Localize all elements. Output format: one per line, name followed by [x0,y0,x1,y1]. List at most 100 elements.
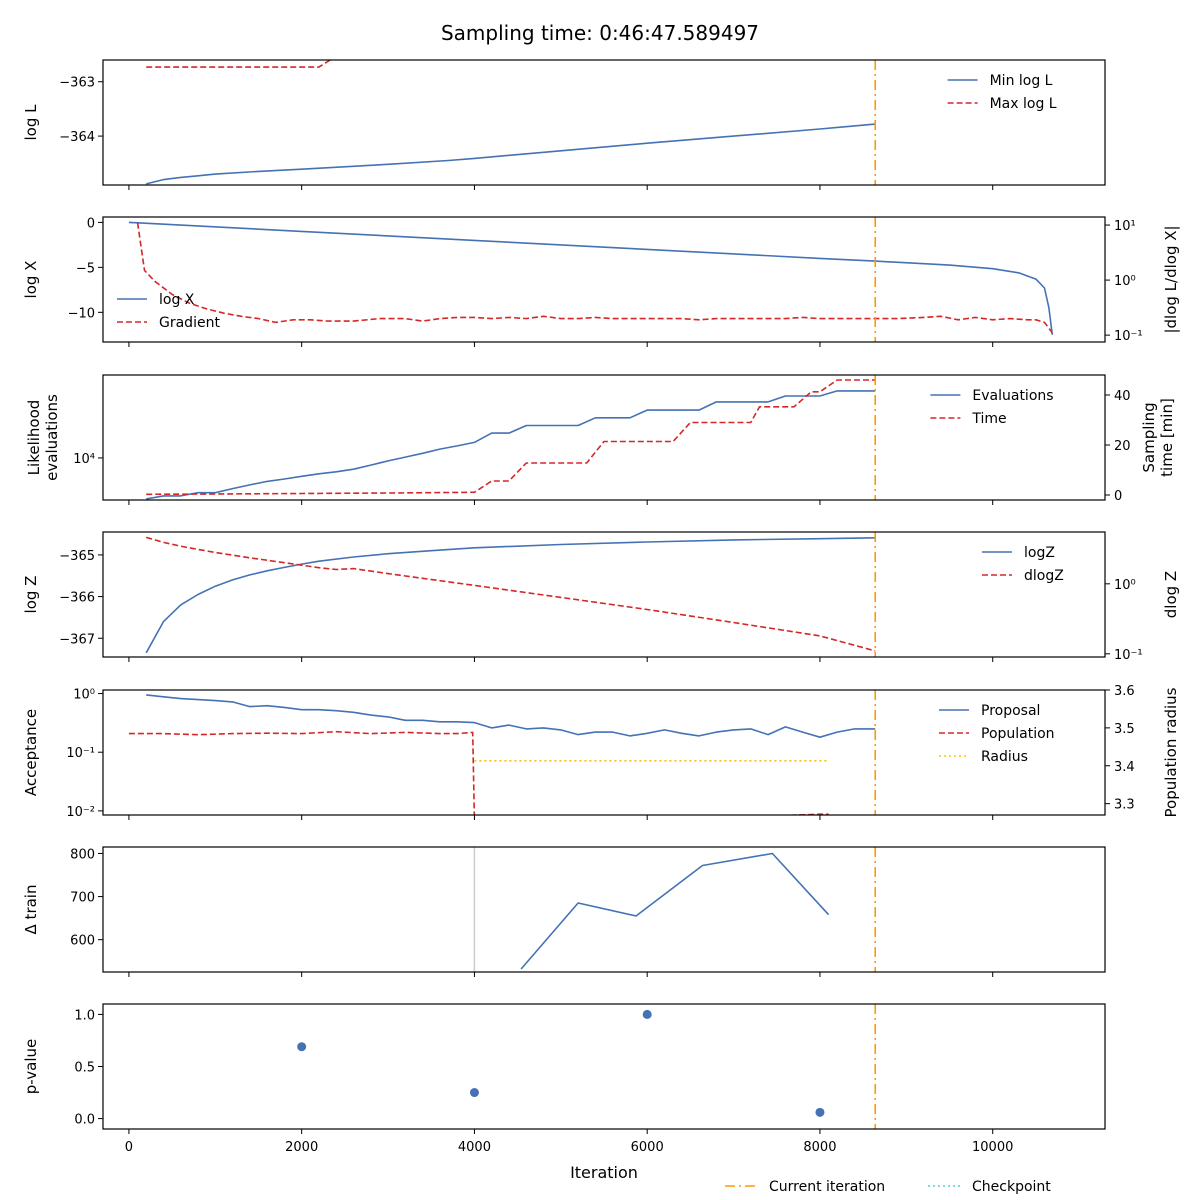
plot-area-1 [146,60,876,185]
y-right-tick-label: 3.5 [1114,722,1135,737]
y-tick-label: −367 [59,632,95,647]
y-right-tick-label: 10⁰ [1114,274,1136,289]
y-right-axis-label: dlog Z [1162,571,1180,618]
series-line-log-x [128,221,1054,335]
panel-5: 10⁰ 10⁻¹ 10⁻² 3.3 3.4 3.5 3.6 Acceptance Populat… [22,684,1180,820]
y-tick-label: 1.0 [74,1008,95,1023]
axes-frame [102,374,1106,501]
legend-label: Population [981,726,1055,742]
axes-frame [102,531,1106,658]
y-right-tick-label: 3.4 [1114,760,1135,775]
panel-4: −365 −366 −367 10⁰ 10⁻¹ log Z dlog Z logZ dlogZ [22,531,1180,663]
y-axis-label-line: Likelihood [25,400,43,476]
legend-2: log X Gradient [117,292,220,331]
y-axis-label-line: evaluations [43,394,61,481]
scatter-point [642,1009,652,1019]
figure-title: Sampling time: 0:46:47.589497 [441,21,759,45]
panel-7: 0 2000 4000 6000 8000 10000 1.0 0.5 0.0 p-value [22,1003,1106,1155]
y-tick-label: 0.5 [74,1061,95,1076]
legend-label: Evaluations [972,388,1053,404]
legend-label: log X [159,292,195,308]
y-tick-label: 600 [70,934,95,949]
legend-label: Radius [981,749,1028,765]
y-axis-label: Δ train [22,885,40,935]
y-tick-label: 700 [70,891,95,906]
bottom-legend-label: Current iteration [769,1179,885,1195]
legend-label: Min log L [990,73,1053,89]
x-tick-label: 4000 [458,1140,491,1155]
y-right-tick-label: 10⁻¹ [1114,329,1143,344]
series-line-gradient [136,222,1053,334]
legend-3: Evaluations Time [930,388,1054,427]
scatter-point [469,1088,479,1098]
series-line-population [128,730,829,815]
legend-label: Gradient [159,315,220,331]
y-tick-label: 10⁻² [66,805,95,820]
series-line-data [520,852,830,970]
y-axis-label: log L [22,104,40,141]
y-tick-label: −365 [59,549,95,564]
y-right-axis-label: Population radius [1162,687,1180,817]
y-right-tick-label: 40 [1114,389,1131,404]
y-right-axis-label: |dlog L/dlog X| [1162,225,1180,333]
y-right-axis-label: Samplingtime [min] [1140,398,1176,477]
panels: −363 −364 log L Min log L Max log L 0 −5 −10 10¹… [22,59,1180,1155]
plot-area-3 [146,379,876,500]
series-line-logz [145,537,876,654]
axes-frame [102,216,1106,343]
y-right-tick-label: 20 [1114,439,1131,454]
scatter-point [815,1107,825,1117]
y-right-tick-label: 10⁰ [1114,578,1136,593]
y-axis-label: Likelihoodevaluations [25,394,61,481]
y-tick-label: 0 [87,216,95,231]
y-tick-label: −366 [59,591,95,606]
series-line-evaluations [146,390,876,500]
plot-area-5 [128,694,876,815]
y-right-axis-label-line: Sampling [1140,402,1158,472]
legend-label: logZ [1024,545,1055,561]
y-tick-label: 800 [70,847,95,862]
plot-area-2 [128,221,1054,335]
y-tick-label: 10⁻¹ [66,746,95,761]
legend-label: Time [971,411,1006,427]
y-axis-label: Acceptance [22,709,40,796]
legend-label: Max log L [990,96,1057,112]
x-tick-label: 6000 [631,1140,664,1155]
legend-1: Min log L Max log L [947,73,1057,112]
axes-frame [102,689,1106,816]
axes-frame [102,1003,1106,1130]
scatter-point [297,1042,307,1052]
x-tick-label: 10000 [972,1140,1013,1155]
axes-frame [102,59,1106,186]
y-axis-label: log Z [22,576,40,614]
legend-5: Proposal Population Radius [939,703,1055,765]
y-axis-label: log X [22,261,40,299]
legend-label: Proposal [981,703,1040,719]
panel-6: 800 700 600 Δ train [22,846,1106,977]
y-tick-label: 10⁰ [73,688,95,703]
y-tick-label: −5 [76,261,95,276]
panel-3: 10⁴ 0 20 40 Likelihoodevaluations Samplingtim… [25,374,1176,505]
x-axis-label: Iteration [570,1163,638,1182]
y-tick-label: 10⁴ [73,452,95,467]
panel-1: −363 −364 log L Min log L Max log L [22,59,1106,190]
bottom-legend: Current iteration Checkpoint [725,1179,1051,1195]
y-right-tick-label: 10¹ [1114,219,1136,234]
legend-4: logZ dlogZ [982,545,1064,584]
x-tick-label: 8000 [803,1140,836,1155]
y-right-tick-label: 10⁻¹ [1114,648,1143,663]
y-right-axis-label-line: time [min] [1158,398,1176,477]
y-right-tick-label: 3.6 [1114,684,1135,699]
y-axis-label: p-value [22,1039,40,1095]
plot-area-7 [297,1009,825,1117]
plot-area-4 [145,536,876,654]
plot-area-6 [473,847,830,972]
series-line-dlogz [145,536,876,652]
series-line-proposal [146,694,876,739]
y-tick-label: −364 [59,130,95,145]
y-right-tick-label: 3.3 [1114,798,1135,813]
y-right-tick-label: 0 [1114,489,1122,504]
bottom-legend-label: Checkpoint [972,1179,1051,1195]
y-tick-label: −10 [68,306,95,321]
